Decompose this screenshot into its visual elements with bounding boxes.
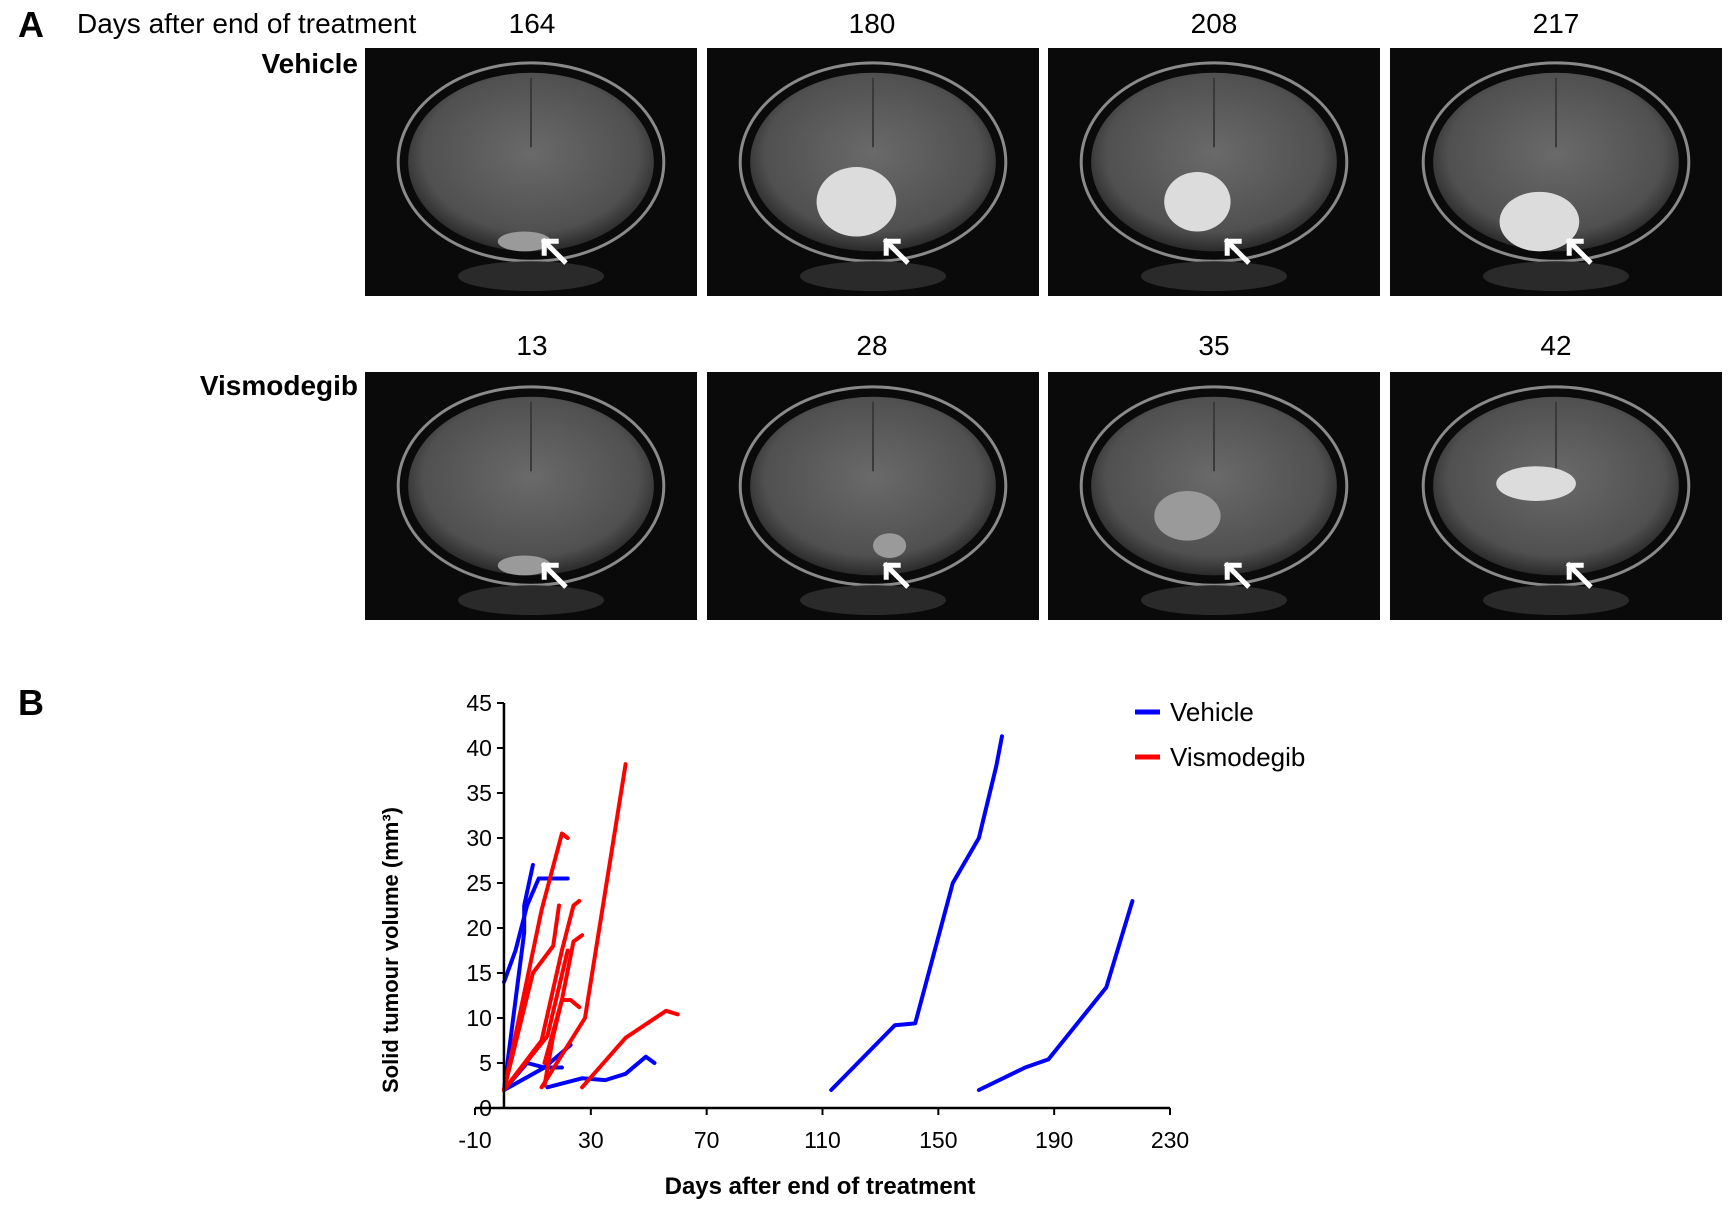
day-label: 42 [1540, 330, 1572, 361]
series-line-vismodegib [502, 903, 561, 1092]
series-line-vehicle [545, 1054, 657, 1090]
mri-drawing [1079, 61, 1349, 292]
day-label: 164 [508, 8, 556, 39]
series-line-vismodegib [580, 1008, 680, 1090]
skull-base [1140, 585, 1288, 616]
series-line-vehicle [976, 899, 1135, 1092]
lesion [873, 533, 907, 558]
brain-region [1091, 72, 1337, 252]
x-tick-label: 70 [694, 1127, 720, 1153]
mri-drawing [1079, 385, 1349, 616]
mri-image [1048, 48, 1380, 296]
x-tick-label: 30 [578, 1127, 604, 1153]
y-tick-label: 20 [466, 915, 492, 941]
skull-base [799, 261, 947, 292]
x-tick-label: 150 [919, 1127, 957, 1153]
day-label: 217 [1532, 8, 1580, 39]
x-tick-label: 190 [1035, 1127, 1073, 1153]
mri-image [707, 372, 1039, 620]
brain-region [408, 396, 654, 576]
x-tick-label: 110 [804, 1127, 841, 1153]
day-label: 28 [856, 330, 888, 361]
y-tick-label: 25 [466, 870, 492, 896]
lesion [497, 555, 551, 576]
skull-outline [738, 61, 1008, 263]
mri-drawing [396, 385, 666, 616]
day-label: 180 [848, 8, 896, 39]
series-line-vismodegib [539, 762, 628, 1090]
brain-region [750, 396, 996, 576]
brain-region [750, 72, 996, 252]
brain-region [1091, 396, 1337, 576]
y-tick-label: 30 [466, 825, 492, 851]
mri-drawing [738, 61, 1008, 292]
arrow-icon [882, 561, 910, 589]
lesion [1499, 191, 1580, 252]
mri-drawing [738, 385, 1008, 616]
lesion [1154, 491, 1221, 541]
y-tick-label: 15 [466, 960, 492, 986]
x-axis-title: Days after end of treatment [665, 1173, 976, 1200]
mri-image [1390, 48, 1722, 296]
brain-region [408, 72, 654, 252]
arrow-icon [1565, 237, 1593, 265]
skull-base [457, 585, 605, 616]
series-line-vismodegib [502, 899, 582, 1092]
y-tick-label: 45 [466, 690, 492, 716]
series-line-vismodegib [502, 831, 570, 1092]
series-line-vismodegib [542, 933, 585, 1065]
legend-label: Vehicle [1170, 697, 1254, 727]
panel-a-label: A [18, 4, 44, 45]
legend-label: Vismodegib [1170, 742, 1305, 772]
day-label: 13 [516, 330, 548, 361]
panel-a-header: Days after end of treatment [77, 8, 417, 39]
y-tick-label: 40 [466, 735, 492, 761]
skull-outline [1421, 61, 1691, 263]
tumour-volume-chart: 0 5 10 15 20 25 30 35 40 45 -10 30 70 110 150 190 230 Ve… [378, 690, 1305, 1200]
mri-drawing [396, 61, 666, 292]
brain-region [1433, 72, 1679, 252]
skull-base [457, 261, 605, 292]
lesion [497, 231, 551, 252]
mri-image [365, 372, 697, 620]
lesion [1496, 466, 1576, 501]
day-label: 35 [1198, 330, 1230, 361]
skull-base [799, 585, 947, 616]
x-tick-label: -10 [458, 1127, 491, 1153]
y-tick-label: 10 [466, 1005, 492, 1031]
arrow-icon [1565, 561, 1593, 589]
skull-outline [396, 61, 666, 263]
arrow-icon [1223, 561, 1251, 589]
y-tick-label: 0 [479, 1095, 492, 1121]
y-tick-label: 35 [466, 780, 492, 806]
skull-base [1140, 261, 1288, 292]
mri-drawing [1421, 61, 1691, 292]
skull-base [1482, 585, 1630, 616]
day-label: 208 [1190, 8, 1238, 39]
skull-outline [1079, 61, 1349, 263]
mri-image [707, 48, 1039, 296]
row-label-vismodegib: Vismodegib [199, 370, 358, 401]
y-tick-label: 5 [479, 1050, 492, 1076]
y-axis-title: Solid tumour volume (mm³) [378, 807, 403, 1093]
series-line-vehicle [502, 876, 570, 984]
arrow-icon [882, 237, 910, 265]
x-tick-label: 230 [1151, 1127, 1189, 1153]
lesion [1164, 172, 1231, 232]
skull-base [1482, 261, 1630, 292]
mri-image [1390, 372, 1722, 620]
row-label-vehicle: Vehicle [261, 48, 358, 79]
arrow-icon [1223, 237, 1251, 265]
arrow-icon [540, 237, 568, 265]
mri-image [365, 48, 697, 296]
mri-image [1048, 372, 1380, 620]
series-line-vehicle [829, 734, 1004, 1092]
mri-drawing [1421, 385, 1691, 616]
arrow-icon [540, 561, 568, 589]
lesion [816, 167, 897, 237]
panel-b-label: B [18, 682, 44, 723]
